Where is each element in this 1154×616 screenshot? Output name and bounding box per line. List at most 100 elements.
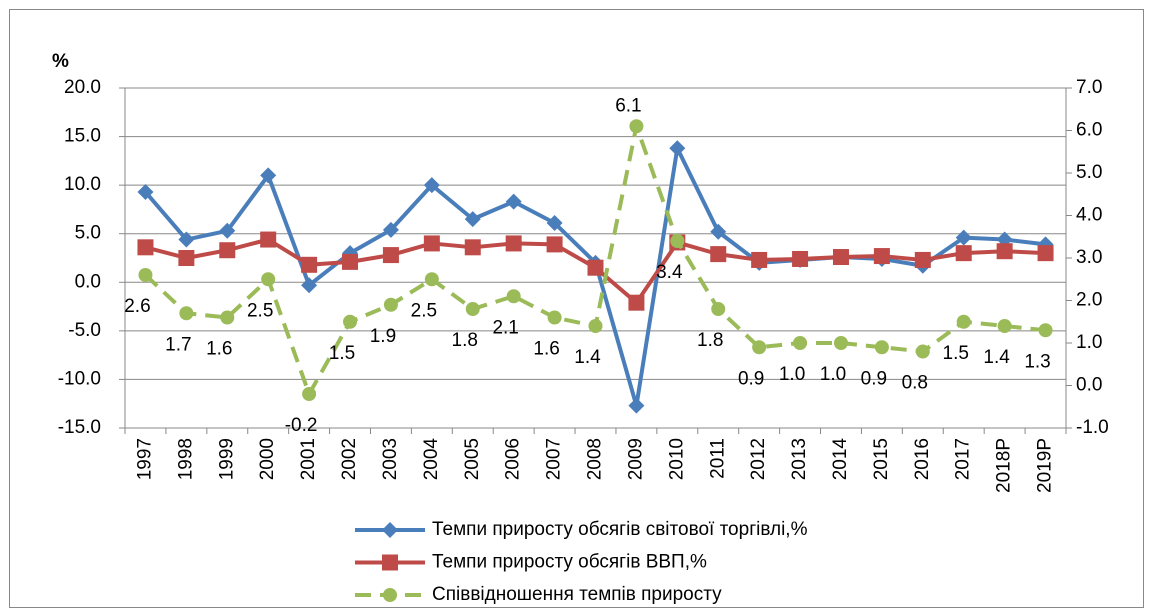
legend-marker	[383, 588, 397, 602]
y2-tick-label: 7.0	[1076, 77, 1102, 98]
series-marker	[669, 140, 686, 157]
series-marker	[464, 211, 481, 228]
x-tick-label: 2007	[544, 438, 565, 480]
series-marker	[343, 314, 358, 329]
series-marker	[219, 222, 236, 239]
data-label: 1.0	[779, 364, 805, 385]
x-tick-label: 1997	[134, 438, 155, 480]
series-marker	[792, 250, 809, 267]
x-tick-label: 2004	[421, 438, 442, 481]
legend-label: Темпи приросту обсягів світової торгівлі…	[432, 519, 808, 540]
data-label: 1.3	[1024, 351, 1050, 372]
data-label: 1.9	[370, 326, 396, 347]
y2-tick-label: 3.0	[1076, 247, 1102, 268]
series-marker	[710, 246, 727, 263]
series-marker	[383, 297, 398, 312]
data-label: 2.6	[124, 296, 150, 317]
data-label: -0.2	[285, 415, 318, 436]
data-label: 0.8	[902, 373, 928, 394]
data-label: 0.9	[861, 368, 887, 389]
series-marker	[1037, 245, 1054, 262]
series-marker	[301, 256, 318, 273]
y-tick-label: -15.0	[58, 417, 101, 438]
y-tick-label: 15.0	[64, 126, 101, 147]
series-marker	[137, 239, 154, 256]
data-label: 3.4	[656, 262, 683, 283]
y-tick-label: 0.0	[75, 271, 101, 292]
series-marker	[955, 229, 972, 246]
chart-border	[9, 9, 1144, 608]
series-marker	[751, 251, 768, 268]
x-tick-label: 2001	[298, 438, 319, 480]
y2-tick-label: 5.0	[1076, 162, 1102, 183]
y-tick-label: 10.0	[64, 174, 101, 195]
series-marker	[506, 289, 521, 304]
data-label: 1.6	[533, 339, 559, 360]
series-marker	[138, 268, 153, 282]
series-marker	[179, 306, 194, 321]
x-tick-label: 2015	[871, 438, 892, 480]
series-marker	[547, 310, 562, 325]
x-tick-label: 2013	[789, 438, 810, 480]
y2-tick-label: 4.0	[1076, 205, 1102, 226]
series-marker	[832, 249, 849, 266]
series-marker	[997, 319, 1012, 333]
data-label: 0.9	[738, 368, 764, 389]
series-marker	[423, 235, 440, 252]
series-marker	[914, 251, 931, 268]
y-axis-label: %	[52, 51, 69, 72]
series-marker	[996, 243, 1013, 260]
x-tick-label: 2012	[748, 438, 769, 480]
series-marker	[382, 221, 399, 238]
series-marker	[915, 344, 930, 359]
x-tick-label: 2014	[830, 438, 851, 481]
data-label: 1.5	[329, 343, 355, 364]
y-tick-label: 20.0	[64, 77, 101, 98]
series-marker	[220, 310, 235, 325]
x-tick-label: 2010	[666, 438, 687, 480]
x-tick-label: 1998	[175, 438, 196, 480]
legend-marker	[382, 522, 398, 538]
series-marker	[628, 397, 645, 414]
x-tick-label: 2011	[707, 438, 728, 479]
data-label: 1.4	[983, 347, 1010, 368]
y2-tick-label: 2.0	[1076, 290, 1102, 311]
series-marker	[956, 314, 971, 329]
x-tick-label: 2016	[912, 438, 933, 480]
series-marker	[301, 277, 318, 294]
series-marker	[752, 340, 767, 355]
x-tick-label: 2005	[462, 438, 483, 480]
x-tick-label: 2003	[380, 438, 401, 480]
data-label: 1.6	[206, 339, 232, 360]
x-tick-label: 2006	[503, 438, 524, 480]
series-marker	[1038, 323, 1053, 338]
data-label: 1.7	[165, 334, 191, 355]
series-marker	[424, 272, 439, 287]
series-marker	[670, 234, 685, 248]
data-label: 1.5	[943, 343, 969, 364]
x-tick-label: 1999	[216, 438, 237, 480]
legend-marker	[382, 554, 398, 571]
series-marker	[546, 215, 563, 232]
y2-tick-label: 0.0	[1076, 375, 1102, 396]
x-tick-label: 2002	[339, 438, 360, 480]
series-marker	[873, 248, 890, 265]
x-tick-label: 2019Р	[1035, 438, 1056, 493]
series-marker	[546, 236, 563, 253]
series-marker	[219, 242, 236, 259]
x-tick-label: 2009	[625, 438, 646, 480]
series-marker	[874, 340, 889, 355]
series-marker	[628, 294, 645, 311]
y-tick-label: -10.0	[58, 368, 101, 389]
series-marker	[260, 231, 277, 248]
legend-label: Співвідношення темпів приросту	[432, 584, 722, 605]
y2-tick-label: 6.0	[1076, 120, 1102, 141]
data-label: 1.0	[820, 364, 846, 385]
series-marker	[342, 253, 359, 270]
series-marker	[793, 336, 808, 350]
series-marker	[465, 302, 480, 316]
series-marker	[505, 235, 522, 252]
series-marker	[382, 247, 399, 264]
series-marker	[710, 223, 727, 240]
series-marker	[261, 272, 276, 287]
